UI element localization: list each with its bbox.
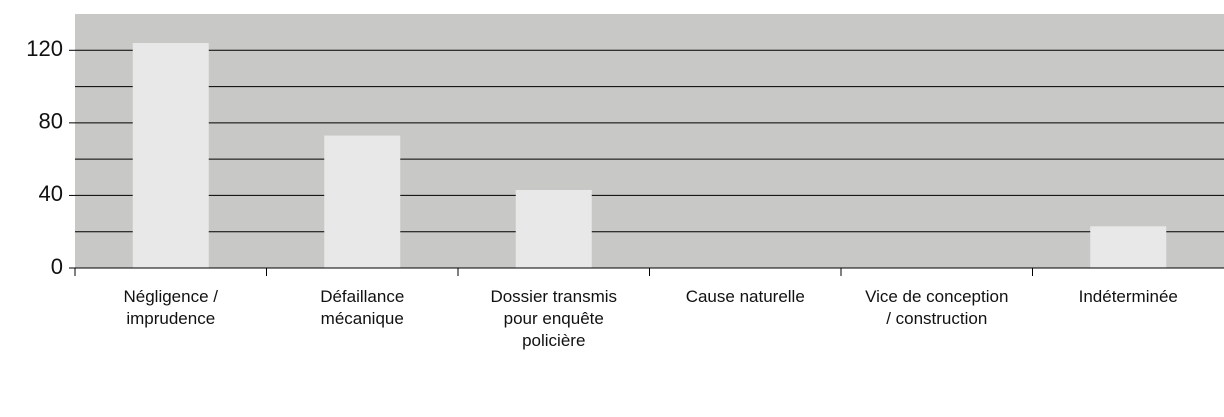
- y-tick-label: 40: [39, 181, 63, 206]
- x-tick-label: Défaillance mécanique: [320, 287, 405, 328]
- x-tick-label: Cause naturelle: [685, 287, 805, 306]
- x-tick-label: Dossier transmis pour enquête policière: [490, 287, 618, 350]
- y-tick-label: 80: [39, 109, 63, 134]
- y-tick-label: 120: [26, 36, 63, 61]
- bar: [132, 43, 209, 269]
- x-tick-label: Négligence / imprudence: [123, 287, 218, 328]
- plot-background: [75, 14, 1224, 268]
- bar: [515, 189, 592, 268]
- x-tick-label: Vice de conception / construction: [865, 287, 1009, 328]
- bar: [1090, 226, 1167, 268]
- x-tick-label: Indéterminée: [1078, 287, 1178, 306]
- y-tick-label: 0: [51, 254, 63, 279]
- bar: [324, 135, 401, 268]
